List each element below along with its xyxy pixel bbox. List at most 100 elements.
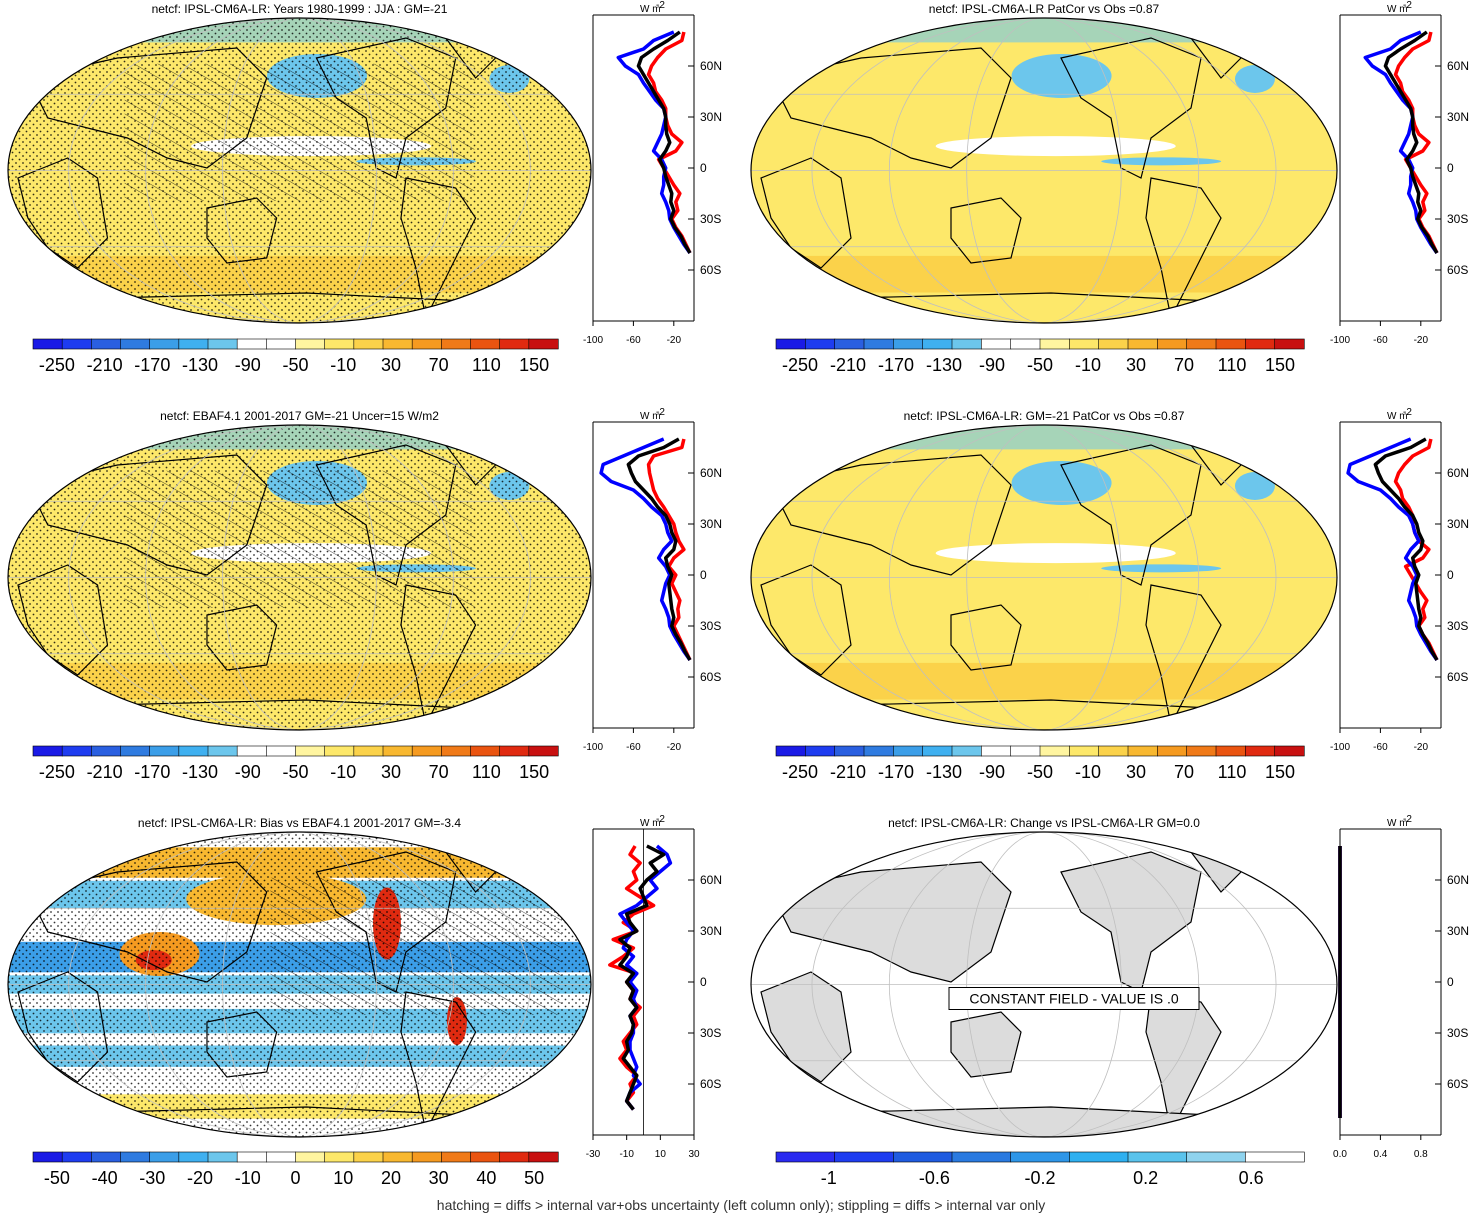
- colorbar-label: -210: [830, 762, 866, 782]
- colorbar-swatch: [805, 745, 836, 757]
- colorbar-swatch: [775, 1151, 836, 1163]
- colorbar-label: 30: [429, 1168, 449, 1188]
- colorbar-swatch: [236, 338, 267, 350]
- colorbar-label: 30: [1126, 355, 1146, 375]
- profile-x-label: 0.8: [1414, 1149, 1428, 1160]
- profile-series-obs: [616, 30, 692, 255]
- coastline: [315, 444, 457, 586]
- colorbar-swatch: [528, 745, 559, 757]
- colorbar-label: -250: [782, 355, 818, 375]
- colorbar-swatch: [893, 1151, 953, 1163]
- profile-unit: W m: [1387, 411, 1408, 422]
- colorbar-label: -50: [282, 762, 308, 782]
- colorbar-swatch: [1039, 745, 1070, 757]
- colorbar-label: 110: [1218, 762, 1247, 782]
- colorbar-label: -10: [330, 762, 356, 782]
- coastline: [315, 851, 457, 993]
- colorbar-label: 30: [1126, 762, 1146, 782]
- colorbar-swatch: [149, 745, 180, 757]
- colorbar-swatch: [411, 338, 442, 350]
- coastline: [315, 37, 457, 179]
- zonal-mean-profile: W m-2 60N 30N 0 30S 60S -100 -60 -20: [1330, 407, 1469, 753]
- colorbar-label: 110: [1218, 355, 1247, 375]
- zonal-mean-profile: W m-2 60N 30N 0 30S 60S -100 -60 -20: [1330, 0, 1469, 346]
- profile-lat-label: 30S: [700, 619, 721, 633]
- colorbar-swatch: [295, 338, 326, 350]
- colorbar-label: 10: [333, 1168, 353, 1188]
- colorbar-swatch: [207, 745, 238, 757]
- colorbar-swatch: [32, 1151, 63, 1163]
- colorbar-label: 110: [472, 355, 501, 375]
- colorbar-swatch: [178, 745, 209, 757]
- profile-lat-label: 0: [700, 161, 707, 175]
- colorbar-swatch: [61, 1151, 92, 1163]
- colorbar: -250 -210 -170 -130 -90 -50 -10 30 70 110 150: [775, 745, 1305, 782]
- colorbar-swatch: [981, 338, 1012, 350]
- profile-x-label: -100: [1330, 335, 1350, 346]
- profile-unit-sup: -2: [656, 814, 665, 825]
- colorbar-swatch: [149, 1151, 180, 1163]
- colorbar-swatch: [1186, 1151, 1246, 1163]
- profile-series-diff: [1383, 30, 1439, 254]
- profile-x-label: -60: [1373, 335, 1388, 346]
- profile-unit: W m: [640, 411, 661, 422]
- profile-series-obs: [1363, 30, 1439, 255]
- colorbar-swatch: [1010, 338, 1041, 350]
- colorbar-label: 150: [1265, 762, 1295, 782]
- panel-1: netcf: IPSL-CM6A-LR: Years 1980-1999 : J…: [7, 0, 722, 375]
- profile-lat-label: 30S: [700, 212, 721, 226]
- profile-lat-label: 60N: [1447, 466, 1469, 480]
- profile-unit-sup: -2: [1403, 407, 1412, 418]
- colorbar-label: -210: [830, 355, 866, 375]
- profile-unit: W m: [1387, 4, 1408, 15]
- colorbar-label: -250: [39, 355, 75, 375]
- colorbar-swatch: [1245, 338, 1276, 350]
- coastline: [1060, 37, 1202, 179]
- colorbar-label: 150: [519, 762, 549, 782]
- colorbar-swatch: [922, 745, 953, 757]
- footnote: hatching = diffs > internal var+obs unce…: [437, 1197, 1045, 1213]
- colorbar-swatch: [91, 338, 122, 350]
- coastline: [400, 177, 477, 320]
- profile-x-label: -10: [619, 1149, 634, 1160]
- panel-title: netcf: IPSL-CM6A-LR: Years 1980-1999 : J…: [152, 2, 448, 16]
- profile-unit-sup: -2: [1403, 0, 1412, 11]
- colorbar-swatch: [951, 338, 982, 350]
- profile-lat-label: 60N: [1447, 873, 1469, 887]
- colorbar-swatch: [834, 1151, 894, 1163]
- colorbar-swatch: [324, 745, 355, 757]
- profile-lat-label: 30N: [1447, 517, 1469, 531]
- colorbar-label: -130: [182, 355, 218, 375]
- coastline: [760, 971, 852, 1083]
- colorbar-swatch: [470, 745, 501, 757]
- coastline: [400, 991, 477, 1134]
- colorbar-swatch: [1245, 1151, 1305, 1163]
- profile-x-label: -60: [1373, 742, 1388, 753]
- profile-lat-label: 60N: [1447, 59, 1469, 73]
- profile-lat-label: 60S: [700, 670, 721, 684]
- profile-x-label: 0.0: [1333, 1149, 1347, 1160]
- colorbar-label: -90: [979, 762, 1005, 782]
- colorbar-swatch: [805, 338, 836, 350]
- profile-lat-label: 0: [1447, 568, 1454, 582]
- coastline: [1145, 584, 1222, 727]
- colorbar: -250 -210 -170 -130 -90 -50 -10 30 70 110 150: [32, 338, 559, 375]
- colorbar-swatch: [266, 745, 297, 757]
- panel-2: netcf: IPSL-CM6A-LR PatCor vs Obs =0.87 -…: [750, 0, 1469, 375]
- colorbar-swatch: [1098, 745, 1129, 757]
- colorbar-swatch: [120, 1151, 151, 1163]
- colorbar-label: -170: [134, 762, 170, 782]
- colorbar-swatch: [120, 745, 151, 757]
- colorbar-label: -10: [330, 355, 356, 375]
- zonal-mean-profile: W m-2 60N 30N 0 30S 60S -30 -10 10 30: [586, 814, 722, 1160]
- colorbar-label: 0.6: [1239, 1168, 1264, 1188]
- profile-series-diff: [636, 30, 692, 254]
- colorbar: -1 -0.6 -0.2 0.2 0.6: [775, 1151, 1305, 1188]
- coastline: [17, 564, 109, 676]
- coastline: [27, 861, 268, 983]
- profile-series-diff: [1373, 437, 1439, 661]
- colorbar-swatch: [951, 745, 982, 757]
- colorbar-swatch: [61, 338, 92, 350]
- colorbar-label: -50: [44, 1168, 70, 1188]
- profile-x-label: -100: [583, 742, 603, 753]
